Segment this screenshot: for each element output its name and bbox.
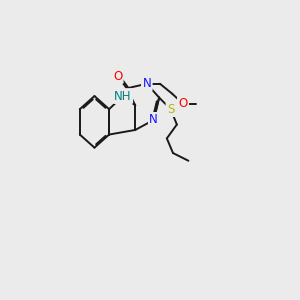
- Text: O: O: [178, 97, 188, 110]
- Text: N: N: [149, 113, 158, 126]
- Text: N: N: [142, 77, 151, 90]
- Text: S: S: [167, 103, 174, 116]
- Text: O: O: [113, 70, 122, 83]
- Text: NH: NH: [114, 90, 132, 103]
